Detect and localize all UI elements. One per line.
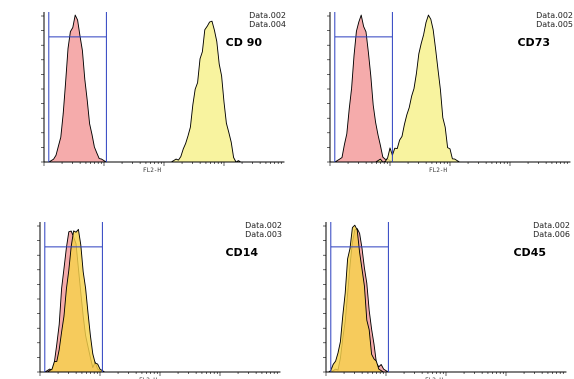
x-axis-label: FL2-H	[143, 167, 161, 174]
legend-entry: Data.002	[249, 11, 286, 20]
x-axis-label: FL2-H	[429, 167, 447, 174]
x-axis-label: FL2-H	[425, 377, 443, 379]
legend-entry: Data.002	[536, 11, 573, 20]
legend-entry: Data.006	[533, 230, 570, 239]
legend-entry: Data.005	[536, 20, 573, 29]
marker-title: CD14	[225, 246, 258, 259]
marker-title: CD45	[513, 246, 546, 259]
x-axis-label: FL2-H	[139, 377, 157, 379]
histogram-series	[43, 20, 285, 163]
legend-entry: Data.004	[249, 20, 286, 29]
marker-title: CD73	[517, 36, 550, 49]
legend-entry: Data.003	[245, 230, 282, 239]
histogram-series	[325, 224, 567, 373]
marker-title: CD 90	[226, 36, 263, 49]
histogram-series	[329, 14, 571, 163]
histogram-series	[39, 228, 281, 373]
legend-entry: Data.002	[245, 221, 282, 230]
legend-entry: Data.002	[533, 221, 570, 230]
